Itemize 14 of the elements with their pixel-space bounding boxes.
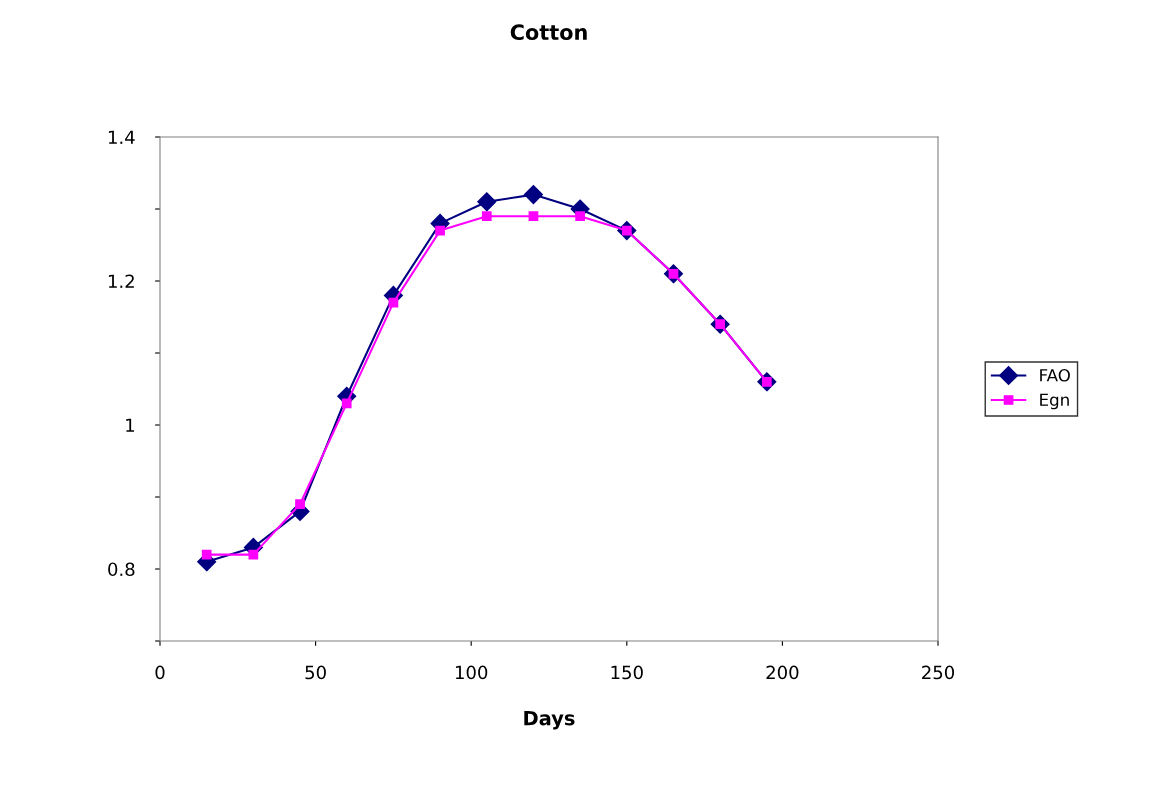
x-tick-label: 200 (766, 665, 799, 680)
y-tick-label: 0.8 (108, 562, 135, 577)
x-axis-title: Days (524, 711, 575, 730)
x-tick-label: 100 (455, 665, 488, 680)
y-tick-label: 1 (126, 418, 135, 432)
chart-title: Cotton (510, 24, 587, 41)
x-tick-label: 50 (305, 665, 326, 680)
x-tick-label: 250 (922, 665, 955, 680)
legend-label: FAO (1040, 369, 1070, 382)
y-tick-label: 1.4 (108, 130, 135, 144)
y-tick-label: 1.2 (108, 274, 134, 288)
x-tick-label: 150 (611, 665, 643, 680)
x-tick-label: 0 (155, 665, 165, 680)
legend-label: Egn (1040, 393, 1069, 410)
